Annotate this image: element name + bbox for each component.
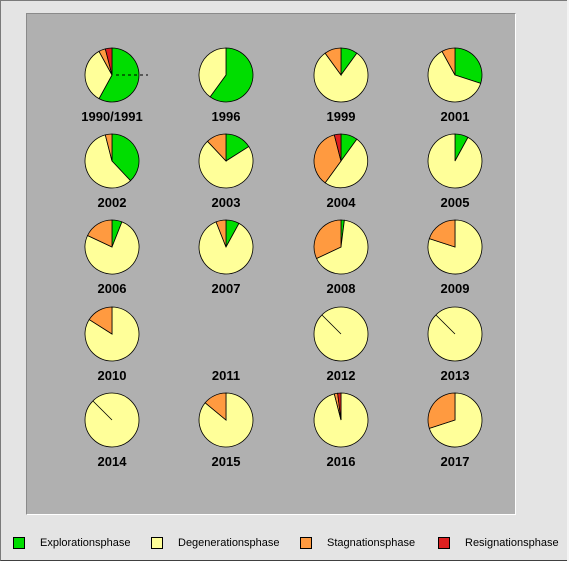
pie-label-2001: 2001	[441, 109, 470, 124]
pie-label-2013: 2013	[441, 368, 470, 383]
pie-label-2011: 2011	[212, 368, 240, 383]
slice-explorationsphase	[454, 47, 483, 84]
pie-2002	[84, 133, 140, 189]
pie-label-2012: 2012	[327, 368, 356, 383]
pie-label-2014: 2014	[98, 454, 128, 469]
slice-degenerationsphase	[313, 52, 369, 103]
pie-label-2006: 2006	[98, 281, 127, 296]
pie-2014	[84, 392, 140, 448]
pie-2017	[427, 392, 483, 448]
pie-start-line	[435, 314, 456, 335]
slice-stagnationsphase	[104, 133, 113, 162]
slice-stagnationsphase	[215, 219, 227, 248]
pie-label-2002: 2002	[98, 195, 127, 210]
legend-swatch-stagnation	[300, 537, 312, 549]
slice-stagnationsphase	[324, 47, 342, 77]
slice-degenerationsphase	[428, 392, 483, 448]
legend-swatch-exploration	[13, 537, 25, 549]
slice-stagnationsphase	[206, 133, 227, 163]
pie-label-1999: 1999	[327, 109, 356, 124]
pie-2004	[313, 133, 369, 189]
slice-degenerationsphase	[427, 133, 483, 189]
slice-stagnationsphase	[427, 392, 456, 429]
pie-2016	[313, 392, 369, 448]
pie-label-2003: 2003	[212, 195, 241, 210]
pie-1996	[198, 47, 254, 103]
slice-resignationsphase	[333, 133, 342, 162]
slice-stagnationsphase	[313, 219, 342, 260]
pie-2006	[84, 219, 140, 275]
slice-resignationsphase	[104, 47, 113, 76]
pie-label-2016: 2016	[327, 454, 356, 469]
pie-label-2017: 2017	[441, 454, 470, 469]
slice-degenerationsphase	[427, 50, 482, 103]
pie-label-2009: 2009	[441, 281, 470, 296]
pie-2015	[198, 392, 254, 448]
pie-label-2008: 2008	[327, 281, 356, 296]
pie-2012	[313, 306, 369, 362]
slice-stagnationsphase	[313, 134, 342, 184]
slice-stagnationsphase	[204, 392, 227, 421]
slice-degenerationsphase	[198, 47, 227, 98]
slice-stagnationsphase	[441, 47, 456, 76]
slice-degenerationsphase	[316, 219, 369, 275]
slice-degenerationsphase	[84, 221, 140, 275]
legend: Explorationsphase Degenerationsphase Sta…	[1, 532, 568, 556]
slice-stagnationsphase	[88, 306, 113, 335]
slice-explorationsphase	[111, 133, 140, 182]
pie-2003	[198, 133, 254, 189]
legend-label-resignation: Resignationsphase	[465, 537, 559, 549]
legend-swatch-degeneration	[151, 537, 163, 549]
slice-stagnationsphase	[87, 219, 113, 248]
slice-degenerationsphase	[198, 140, 254, 189]
pie-2010	[84, 306, 140, 362]
pie-label-2015: 2015	[212, 454, 241, 469]
window-edge	[567, 0, 569, 561]
plot-area: 1990/1991 1996 1999 2001 2002 2003 2004 2005 200…	[26, 13, 516, 515]
legend-swatch-resignation	[438, 537, 450, 549]
pie-2008	[313, 219, 369, 275]
pie-2001	[427, 47, 483, 103]
pie-start-line	[321, 314, 342, 335]
pie-label-2010: 2010	[98, 368, 127, 383]
pie-1999	[313, 47, 369, 103]
pie-2009	[427, 219, 483, 275]
pie-label-2005: 2005	[441, 195, 470, 210]
pie-label-2004: 2004	[327, 195, 357, 210]
legend-label-exploration: Explorationsphase	[40, 537, 131, 549]
slice-degenerationsphase	[198, 221, 254, 275]
slice-stagnationsphase	[428, 219, 456, 248]
pie-2013	[427, 306, 483, 362]
pie-label-2007: 2007	[212, 281, 241, 296]
slice-degenerationsphase	[324, 138, 369, 189]
pie-2007	[198, 219, 254, 275]
pie-start-line	[92, 400, 113, 421]
pie-label-1990-1991: 1990/1991	[81, 109, 142, 124]
pie-2005	[427, 133, 483, 189]
slice-degenerationsphase	[84, 134, 132, 189]
slice-resignationsphase	[337, 392, 342, 421]
pie-label-1996: 1996	[212, 109, 241, 124]
slice-explorationsphase	[209, 47, 254, 103]
pie-grid: 1990/1991 1996 1999 2001 2002 2003 2004 2005 200…	[81, 47, 483, 469]
legend-label-stagnation: Stagnationsphase	[327, 537, 416, 549]
legend-label-degeneration: Degenerationsphase	[178, 537, 280, 549]
